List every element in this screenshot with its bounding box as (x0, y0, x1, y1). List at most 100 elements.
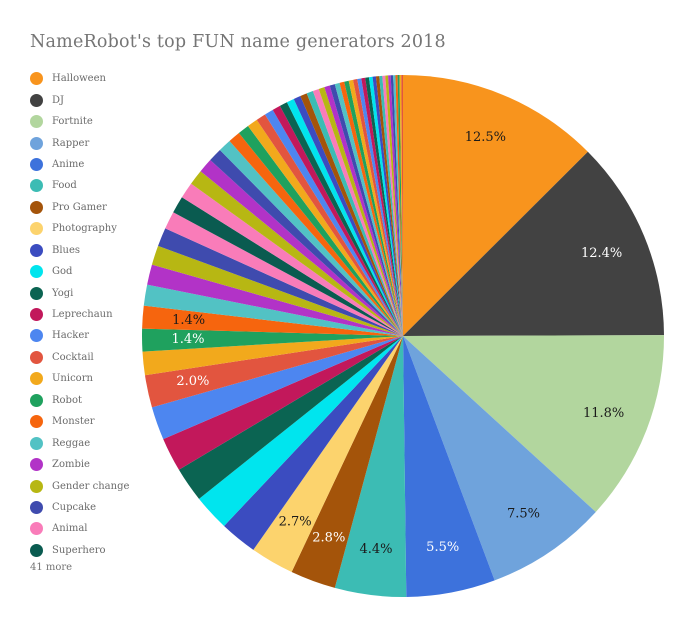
chart-title: NameRobot's top FUN name generators 2018 (30, 32, 446, 52)
legend-item[interactable]: Yogi (30, 282, 160, 303)
legend-item-label: Reggae (52, 437, 91, 449)
legend-item[interactable]: Zombie (30, 454, 160, 475)
pie-slice-photography[interactable] (253, 336, 403, 573)
legend-item[interactable]: Reggae (30, 432, 160, 453)
pie-slice[interactable] (219, 141, 403, 336)
legend-item-label: God (52, 266, 73, 278)
pie-slice[interactable] (361, 77, 403, 336)
pie-slice[interactable] (368, 76, 403, 336)
legend-item[interactable]: Hacker (30, 325, 160, 346)
pie-slice-food[interactable] (334, 336, 407, 598)
pie-slice[interactable] (293, 96, 403, 336)
pie-slice[interactable] (390, 75, 403, 336)
legend-item[interactable]: Superhero (30, 540, 160, 561)
pie-slice[interactable] (348, 79, 403, 336)
pie-slice[interactable] (372, 76, 403, 336)
pie-slice-god[interactable] (199, 336, 403, 526)
pie-slice[interactable] (397, 75, 403, 337)
pie-slice-robot[interactable] (141, 328, 403, 352)
legend-swatch (30, 200, 43, 214)
pie-slice-dj[interactable] (403, 151, 664, 336)
pie-slice-unicorn[interactable] (142, 336, 403, 376)
pie-slice-fortnite[interactable] (403, 335, 665, 512)
legend-item-label: Pro Gamer (52, 201, 107, 213)
legend-item-label: Fortnite (52, 116, 93, 128)
pie-slice[interactable] (385, 75, 403, 337)
pie-slice[interactable] (272, 105, 403, 336)
pie-slice[interactable] (286, 98, 403, 336)
legend-item[interactable]: Leprechaun (30, 304, 160, 325)
pie-slice-superhero[interactable] (173, 197, 403, 336)
pie-slice-anime[interactable] (403, 336, 495, 597)
pie-slice-blues[interactable] (224, 336, 403, 550)
pie-slice[interactable] (388, 75, 403, 336)
pie-slice-hacker[interactable] (151, 336, 403, 440)
pie-slice[interactable] (339, 81, 403, 337)
legend-item[interactable]: Fortnite (30, 111, 160, 132)
pie-slice[interactable] (399, 75, 403, 336)
legend-item[interactable]: Monster (30, 411, 160, 432)
pie-slice[interactable] (312, 88, 403, 336)
legend-item-label: Robot (52, 394, 82, 406)
pie-slice[interactable] (379, 75, 403, 336)
pie-slice[interactable] (382, 75, 403, 336)
legend-item[interactable]: Anime (30, 154, 160, 175)
legend-item[interactable]: God (30, 261, 160, 282)
pie-slice[interactable] (318, 87, 403, 337)
legend-item[interactable]: Robot (30, 390, 160, 411)
pie-slice-reggae[interactable] (143, 284, 403, 336)
pie-slice-zombie[interactable] (147, 264, 403, 336)
pie-slice[interactable] (365, 77, 403, 336)
legend-item[interactable]: DJ (30, 89, 160, 110)
pie-slice[interactable] (393, 75, 403, 337)
pie-slice[interactable] (344, 80, 403, 337)
legend-item[interactable]: Photography (30, 218, 160, 239)
pie-slice[interactable] (191, 171, 403, 336)
legend-swatch (30, 115, 43, 129)
pie-slice[interactable] (238, 126, 403, 336)
pie-slice[interactable] (353, 79, 403, 336)
legend-item[interactable]: Cocktail (30, 347, 160, 368)
pie-slice-rapper[interactable] (403, 336, 596, 581)
legend-item[interactable]: Rapper (30, 132, 160, 153)
pie-slice[interactable] (248, 119, 403, 336)
pie-slice[interactable] (229, 133, 404, 336)
legend-swatch (30, 350, 43, 364)
pie-slice-yogi[interactable] (178, 336, 403, 499)
pie-slice[interactable] (401, 75, 403, 336)
legend-item[interactable]: Pro Gamer (30, 197, 160, 218)
legend-item[interactable]: Unicorn (30, 368, 160, 389)
pie-slice-leprechaun[interactable] (163, 336, 403, 470)
legend-item[interactable]: Blues (30, 240, 160, 261)
pie-slice-cocktail[interactable] (144, 336, 403, 408)
legend-item[interactable]: Animal (30, 518, 160, 539)
legend-item-label: Hacker (52, 330, 90, 342)
pie-slice-cupcake[interactable] (158, 228, 403, 336)
pie-slice[interactable] (279, 102, 403, 336)
pie-slice[interactable] (200, 160, 403, 336)
legend-item[interactable]: Halloween (30, 68, 160, 89)
pie-slice[interactable] (395, 75, 403, 336)
pie-slice[interactable] (357, 78, 403, 337)
legend-swatch (30, 522, 43, 536)
pie-slice[interactable] (334, 82, 403, 336)
pie-slice-animal[interactable] (165, 212, 403, 336)
pie-slice[interactable] (256, 114, 403, 336)
pie-slice[interactable] (324, 85, 403, 337)
legend-item[interactable]: Gender change (30, 475, 160, 496)
pie-slice[interactable] (306, 91, 403, 336)
pie-slice-gender-change[interactable] (151, 245, 403, 336)
legend-item-label: Photography (52, 223, 117, 235)
pie-slice[interactable] (375, 76, 403, 336)
pie-slice-pro-gamer[interactable] (291, 336, 403, 588)
pie-slice-monster[interactable] (142, 305, 403, 336)
pie-slice[interactable] (329, 84, 403, 336)
pie-slice-halloween[interactable] (403, 75, 588, 336)
pie-slice[interactable] (264, 109, 403, 336)
pie-slice[interactable] (181, 183, 403, 336)
pie-slice[interactable] (300, 93, 403, 337)
legend-item[interactable]: Cupcake (30, 497, 160, 518)
legend-item[interactable]: Food (30, 175, 160, 196)
pie-slice[interactable] (210, 150, 403, 336)
